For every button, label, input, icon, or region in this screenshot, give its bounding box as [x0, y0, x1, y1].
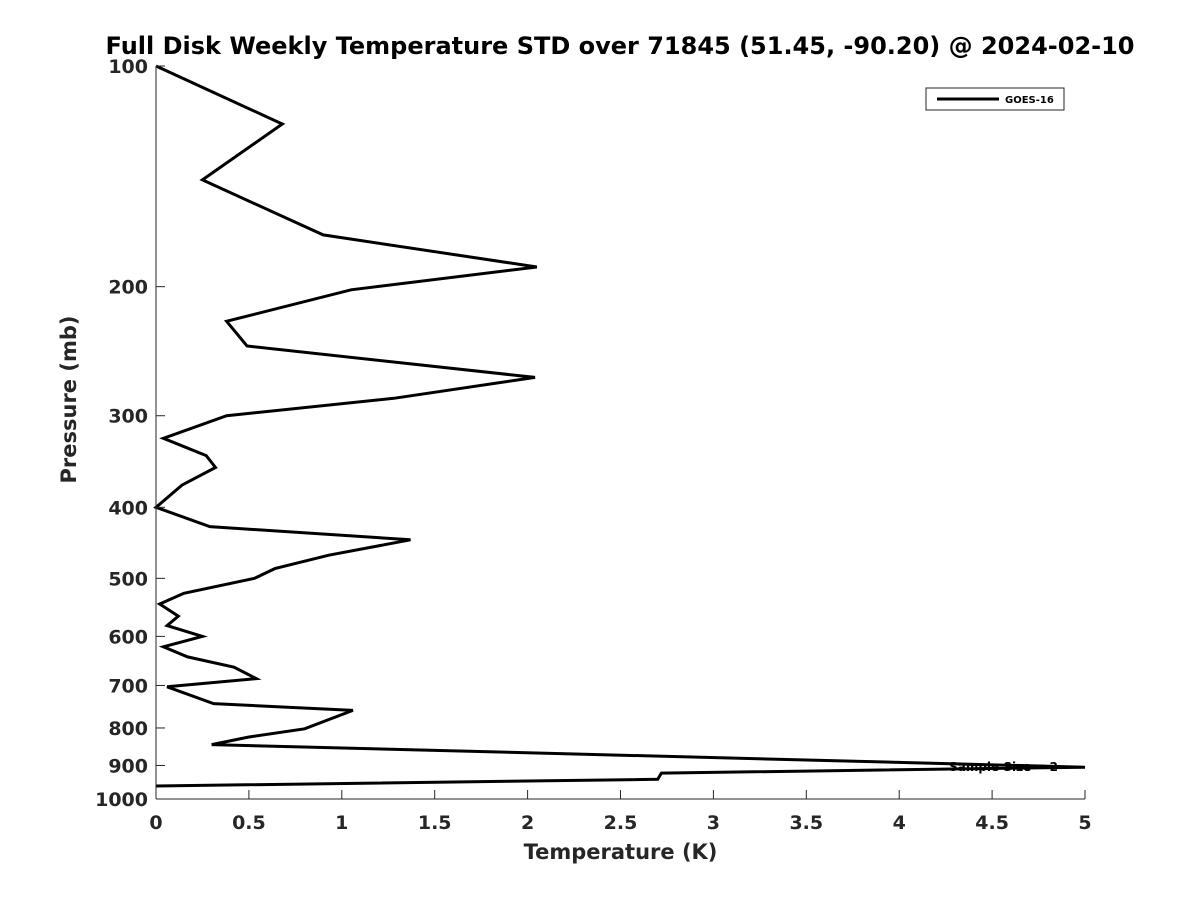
axes: 0 0.5 1 1.5 2 2.5 3 3.5 4 4.5 5 100 200 300 400 500 600… [95, 56, 1092, 834]
legend: GOES-16 [925, 87, 1065, 111]
x-tick-label: 1.5 [418, 812, 452, 834]
y-tick-label: 100 [108, 56, 148, 78]
y-tick-label: 700 [108, 675, 148, 697]
x-tick-label: 4.5 [975, 812, 1009, 834]
x-tick-label: 0 [149, 812, 162, 834]
chart-title: Full Disk Weekly Temperature STD over 71… [106, 32, 1135, 60]
y-tick-label: 800 [108, 718, 148, 740]
x-tick-label: 3 [707, 812, 720, 834]
x-axis-label: Temperature (K) [524, 840, 718, 864]
y-tick-label: 400 [108, 497, 148, 519]
y-tick-label: 1000 [95, 789, 148, 811]
sample-size-annotation: Sample Size = 2 [949, 760, 1058, 774]
x-tick-label: 1 [335, 812, 348, 834]
x-tick-label: 0.5 [232, 812, 266, 834]
legend-label-goes-16: GOES-16 [1005, 95, 1054, 106]
y-axis-ticks: 100 200 300 400 500 600 700 800 900 1000 [95, 56, 165, 811]
y-tick-label: 200 [108, 277, 148, 299]
x-axis-ticks: 0 0.5 1 1.5 2 2.5 3 3.5 4 4.5 5 [149, 790, 1092, 834]
y-axis-label: Pressure (mb) [57, 316, 81, 484]
y-tick-label: 900 [108, 755, 148, 777]
x-tick-label: 2 [521, 812, 534, 834]
y-tick-label: 600 [108, 626, 148, 648]
series-line-goes-16 [153, 64, 1086, 788]
x-tick-label: 5 [1078, 812, 1091, 834]
x-tick-label: 2.5 [604, 812, 638, 834]
series-layer [153, 64, 1086, 788]
plot-area [156, 66, 1085, 799]
y-tick-label: 500 [108, 568, 148, 590]
plot-background [156, 66, 1085, 799]
y-tick-label: 300 [108, 406, 148, 428]
x-tick-label: 3.5 [789, 812, 823, 834]
x-tick-label: 4 [893, 812, 906, 834]
